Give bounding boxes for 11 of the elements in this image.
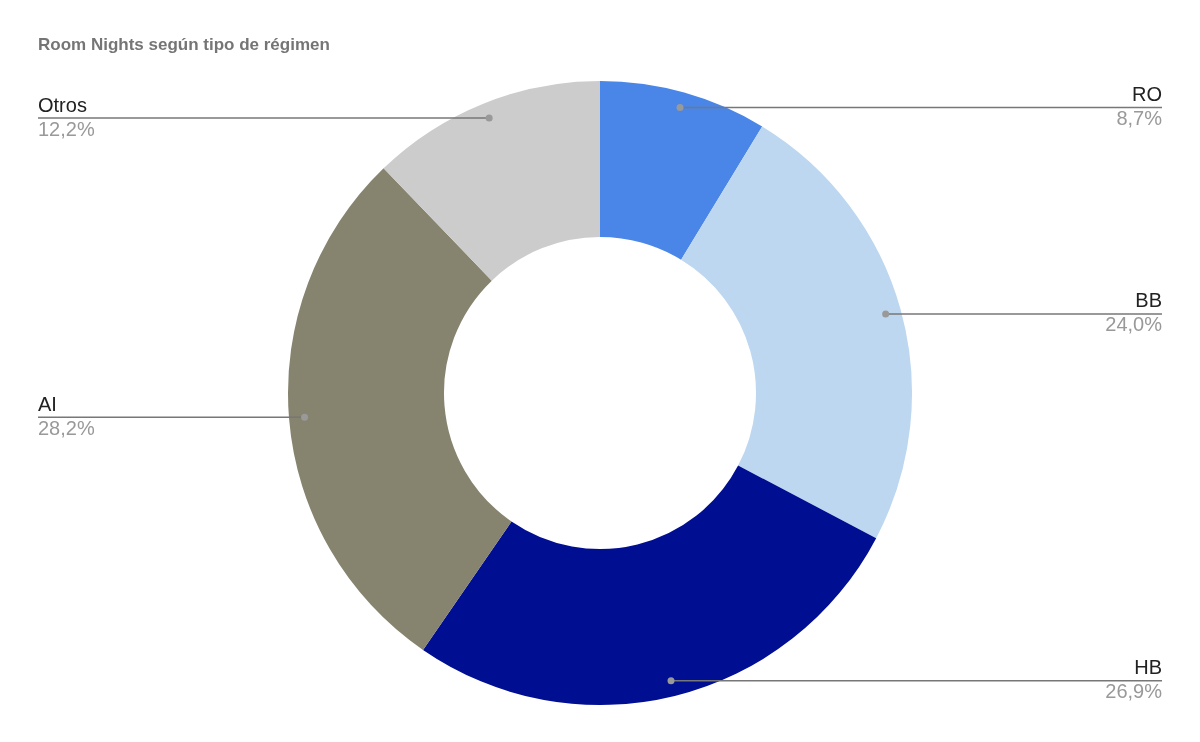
slice-label: AI bbox=[38, 392, 57, 415]
data-label: 28,2% bbox=[38, 416, 95, 439]
slice-label: Otros bbox=[38, 93, 87, 116]
slice-label: HB bbox=[1134, 656, 1162, 679]
data-label: 26,9% bbox=[1105, 680, 1163, 703]
chart-title: Room Nights según tipo de régimen bbox=[38, 35, 330, 55]
slice-label: BB bbox=[1135, 289, 1162, 312]
data-label: 12,2% bbox=[38, 117, 95, 140]
data-label: 24,0% bbox=[1105, 313, 1163, 336]
data-label: 8,7% bbox=[1116, 107, 1163, 130]
slice-label: RO bbox=[1132, 83, 1162, 106]
